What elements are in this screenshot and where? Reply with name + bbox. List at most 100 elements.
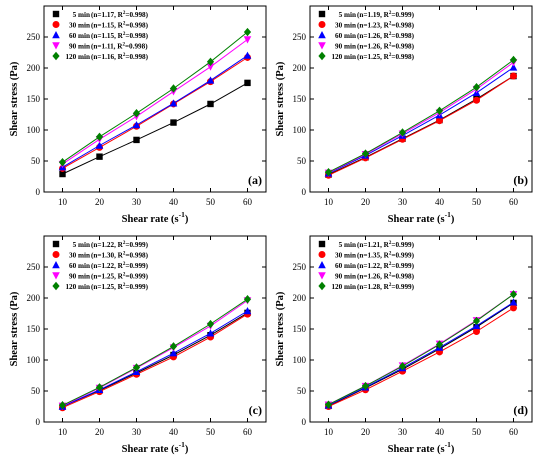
legend-marker bbox=[318, 251, 326, 258]
y-tick-label: 200 bbox=[293, 293, 307, 303]
x-axis-title-close: ) bbox=[185, 444, 189, 455]
data-point bbox=[509, 55, 518, 65]
series-line bbox=[62, 31, 248, 163]
x-axis-title-main: Shear rate (s bbox=[122, 444, 179, 455]
legend-marker bbox=[52, 31, 60, 39]
legend-params: (n=1.15, R2=0.998) bbox=[91, 22, 149, 30]
data-point bbox=[58, 401, 67, 410]
data-point bbox=[206, 57, 215, 66]
legend-params-a: (n=1.26, R bbox=[357, 32, 390, 40]
legend-marker bbox=[52, 240, 60, 248]
data-point bbox=[473, 327, 480, 335]
legend-params-b: =0.999) bbox=[391, 241, 414, 249]
legend-name: 5 min bbox=[73, 11, 90, 19]
series-1 bbox=[59, 53, 251, 172]
series-line bbox=[328, 75, 514, 176]
series-line bbox=[328, 61, 514, 174]
legend-r-squared-exp: 2 bbox=[123, 11, 126, 16]
data-point bbox=[510, 304, 517, 312]
y-tick-label: 100 bbox=[27, 125, 41, 135]
data-point bbox=[59, 170, 66, 178]
data-point bbox=[206, 76, 215, 84]
legend-params-a: (n=1.11, R bbox=[91, 43, 123, 51]
series-line bbox=[328, 59, 514, 173]
legend-r-squared-exp: 2 bbox=[123, 32, 126, 37]
x-tick-label: 10 bbox=[324, 427, 334, 437]
y-tick-label: 250 bbox=[293, 32, 307, 42]
legend-name: 120 min bbox=[331, 283, 356, 291]
x-tick-label: 50 bbox=[206, 197, 216, 207]
legend-r-squared-exp: 2 bbox=[389, 262, 392, 267]
legend-params: (n=1.19, R2=0.999) bbox=[357, 11, 415, 19]
x-tick-label: 30 bbox=[132, 197, 142, 207]
data-point bbox=[95, 132, 104, 142]
data-point bbox=[244, 79, 251, 87]
y-tick-label: 150 bbox=[293, 324, 307, 334]
data-point bbox=[95, 383, 104, 392]
chart-panel-b: 10 20 30 40 50 60 0 50 100 150 200 250 Shear rate (s… bbox=[275, 5, 533, 225]
legend-params-a: (n=1.25, R bbox=[91, 283, 124, 291]
legend-r-squared-exp: 2 bbox=[389, 283, 392, 288]
legend-params-b: =0.998) bbox=[391, 22, 414, 30]
x-tick-label: 40 bbox=[169, 427, 179, 437]
y-tick-label: 250 bbox=[27, 262, 41, 272]
legend-marker bbox=[318, 42, 326, 50]
data-point bbox=[58, 158, 67, 167]
legend-params: (n=1.25, R2=0.998) bbox=[357, 53, 415, 61]
legend: 5 min (n=1.22, R2=0.999)30 min (n=1.30, … bbox=[52, 240, 149, 291]
legend-r-squared-exp: 2 bbox=[123, 273, 126, 278]
legend-marker bbox=[318, 51, 326, 61]
data-point bbox=[206, 329, 215, 337]
legend-name: 30 min bbox=[335, 252, 356, 260]
data-point bbox=[132, 109, 141, 118]
series-line bbox=[328, 302, 514, 407]
x-tick-label: 50 bbox=[472, 197, 482, 207]
y-tick-label: 0 bbox=[36, 187, 41, 197]
legend-marker bbox=[52, 21, 60, 28]
legend-r-squared-exp: 2 bbox=[389, 252, 392, 257]
y-tick-label: 200 bbox=[27, 293, 41, 303]
x-tick-label: 20 bbox=[95, 427, 105, 437]
legend-marker bbox=[52, 251, 60, 258]
x-axis-title: Shear rate (s-1) bbox=[122, 440, 189, 455]
legend-name: 5 min bbox=[73, 241, 90, 249]
legend-r-squared-exp: 2 bbox=[389, 32, 392, 37]
series-3 bbox=[324, 291, 518, 409]
legend-r-squared-exp: 2 bbox=[389, 241, 392, 246]
legend-marker bbox=[52, 42, 60, 50]
data-point bbox=[472, 316, 481, 326]
series-0 bbox=[59, 79, 251, 178]
x-tick-label: 20 bbox=[95, 197, 105, 207]
legend-params: (n=1.22, R2=0.999) bbox=[91, 241, 149, 249]
legend-params-b: =0.998) bbox=[391, 32, 414, 40]
legend-params-a: (n=1.19, R bbox=[357, 11, 390, 19]
legend-name: 90 min bbox=[69, 43, 90, 51]
x-axis-title-sup: -1 bbox=[179, 210, 185, 219]
legend: 5 min (n=1.17, R2=0.998)30 min (n=1.15, … bbox=[52, 10, 149, 61]
legend-marker bbox=[52, 281, 60, 291]
data-point bbox=[243, 36, 252, 44]
legend-name: 60 min bbox=[69, 262, 90, 270]
legend-params-b: =0.999) bbox=[125, 262, 148, 270]
y-tick-label: 50 bbox=[297, 386, 307, 396]
legend-r-squared-exp: 2 bbox=[123, 53, 126, 58]
legend-params-a: (n=1.15, R bbox=[91, 22, 124, 30]
legend-name: 90 min bbox=[335, 43, 356, 51]
y-tick-label: 200 bbox=[27, 63, 41, 73]
x-tick-label: 40 bbox=[435, 427, 445, 437]
legend-params-a: (n=1.30, R bbox=[91, 252, 124, 260]
series-line bbox=[328, 293, 514, 406]
y-tick-label: 100 bbox=[293, 355, 307, 365]
y-tick-label: 100 bbox=[293, 125, 307, 135]
data-point bbox=[472, 83, 481, 92]
panel-label: (c) bbox=[249, 403, 262, 417]
data-point bbox=[472, 321, 481, 330]
legend-r-squared-exp: 2 bbox=[389, 273, 392, 278]
legend-params-a: (n=1.16, R bbox=[91, 53, 124, 61]
legend-params-b: =0.998) bbox=[125, 32, 148, 40]
data-point bbox=[133, 136, 140, 144]
legend-marker bbox=[318, 281, 326, 291]
legend-params: (n=1.22, R2=0.999) bbox=[91, 262, 149, 270]
series-4 bbox=[58, 27, 252, 167]
